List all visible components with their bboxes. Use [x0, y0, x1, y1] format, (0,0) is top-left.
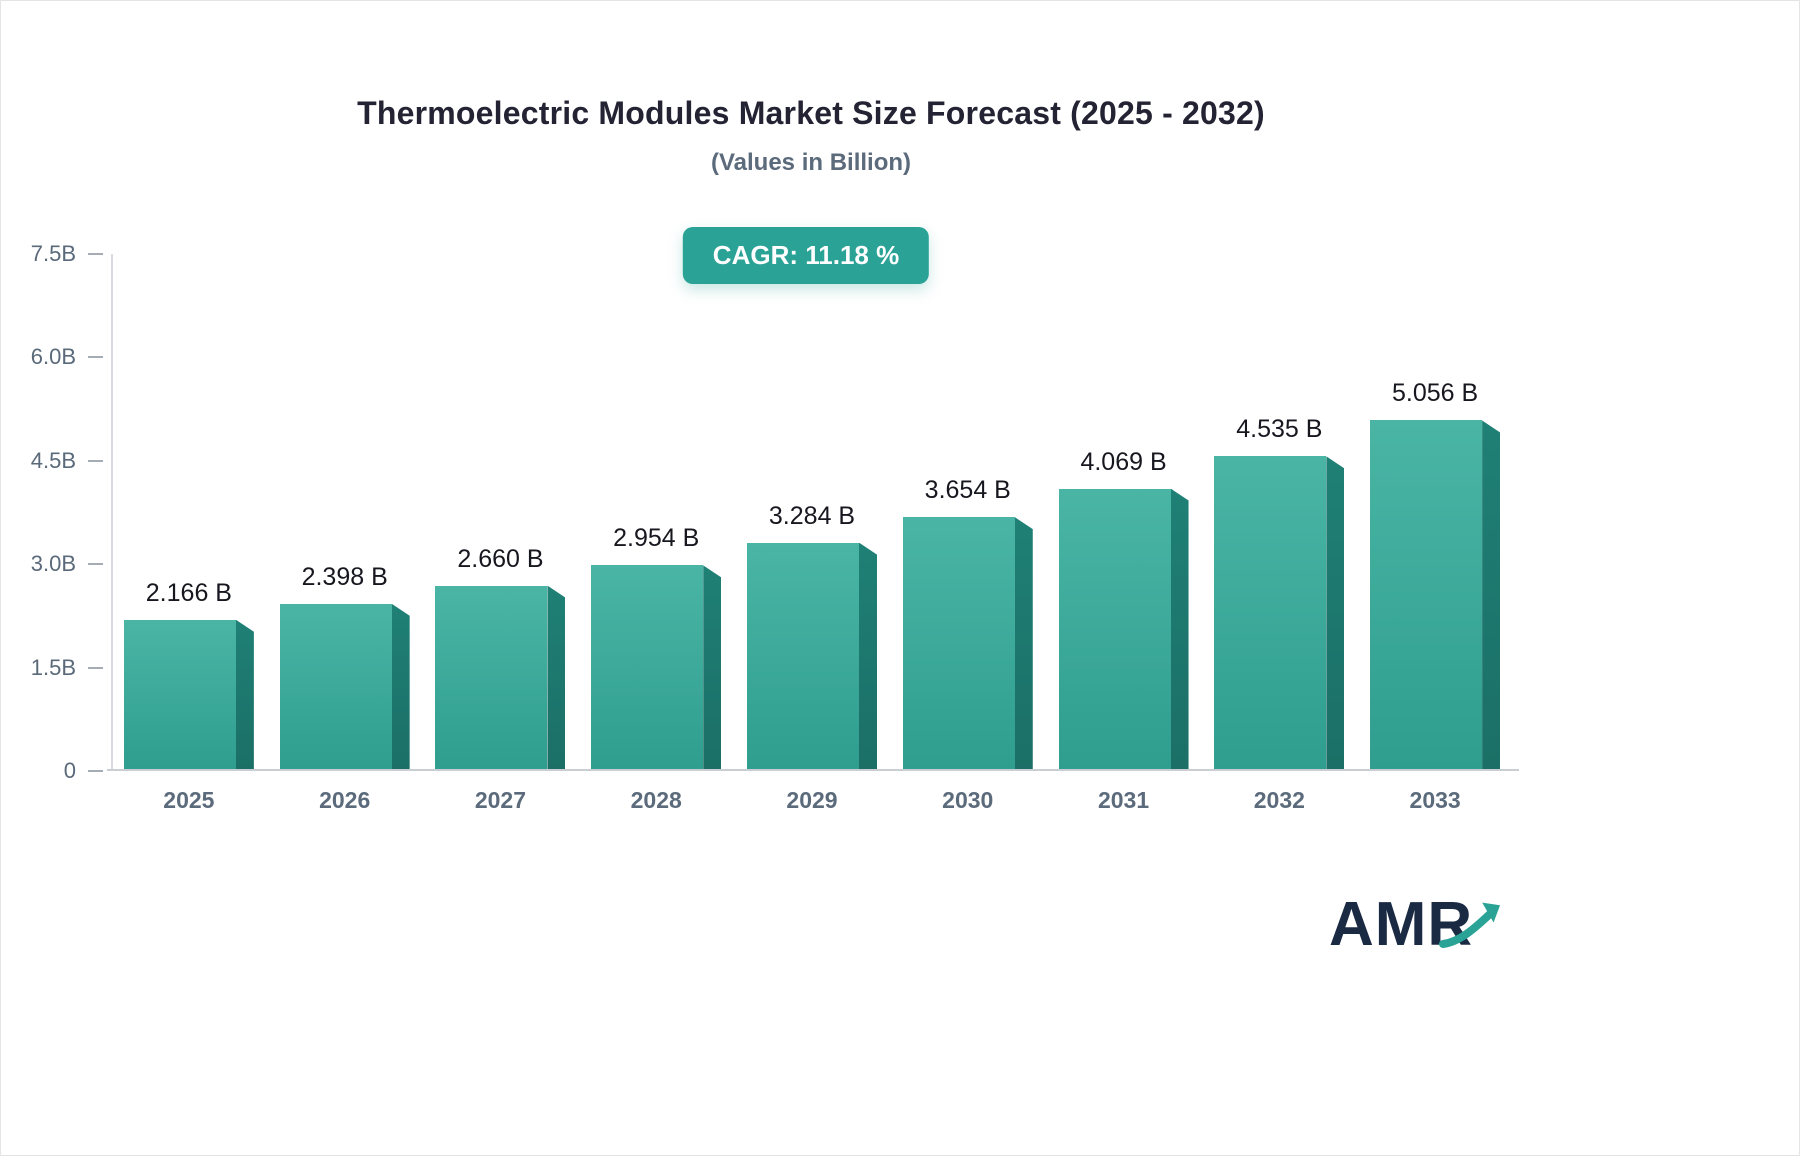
amr-logo: AMR [1329, 894, 1503, 956]
bar-side-shade [235, 619, 254, 769]
bar-face [1214, 456, 1327, 769]
bar-side-shade [1014, 517, 1033, 769]
bar-side-shade [391, 603, 410, 769]
bar-face [123, 619, 236, 769]
bar-value-label: 2.954 B [613, 524, 700, 553]
y-tick-mark [88, 770, 103, 772]
y-tick-mark [88, 666, 103, 669]
y-tick: 0 [64, 758, 103, 784]
y-tick-label: 6.0B [30, 344, 76, 370]
x-axis-label: 2030 [942, 787, 994, 813]
bar[interactable]: 2.660 B [435, 545, 566, 769]
bar[interactable]: 3.284 B [747, 502, 877, 769]
bar-value-label: 2.166 B [145, 578, 232, 607]
bar-value-label: 3.284 B [768, 501, 856, 530]
bar-value-label: 4.535 B [1236, 415, 1323, 444]
bar-side-shade [1326, 456, 1345, 769]
x-axis-label: 2032 [1253, 787, 1305, 813]
bar-value-label: 4.069 B [1080, 447, 1167, 476]
y-tick: 7.5B [31, 241, 103, 267]
bar-side-shade [1170, 488, 1189, 769]
y-tick-label: 3.0B [30, 551, 76, 577]
bar-value-label: 5.056 B [1392, 379, 1479, 408]
y-tick: 6.0B [31, 344, 103, 370]
bar[interactable]: 5.056 B [1370, 379, 1501, 769]
x-axis-line [107, 769, 1519, 771]
y-tick-mark [88, 563, 103, 566]
y-tick: 4.5B [31, 448, 103, 474]
bar-side-shade [859, 542, 877, 769]
y-tick-label: 1.5B [30, 654, 76, 680]
y-tick: 3.0B [31, 551, 103, 577]
x-axis-label: 2025 [163, 787, 215, 813]
y-tick-label: 4.5B [30, 447, 76, 473]
bar-face [1058, 488, 1171, 769]
chart-title: Thermoelectric Modules Market Size Forec… [357, 95, 1265, 131]
bar-face [747, 542, 859, 769]
y-tick-label: 0 [63, 758, 76, 783]
bar-face [1370, 420, 1483, 769]
x-axis-label: 2033 [1409, 787, 1461, 813]
bar[interactable]: 4.535 B [1214, 415, 1345, 769]
bar-face [279, 603, 392, 769]
bar-side-shade [547, 585, 566, 769]
bar[interactable]: 2.166 B [123, 579, 254, 769]
y-axis-line [111, 254, 113, 771]
chart-subtitle: (Values in Billion) [710, 149, 912, 176]
y-tick-mark [88, 356, 103, 359]
bar-value-label: 2.398 B [301, 562, 388, 591]
y-tick: 1.5B [31, 655, 103, 681]
x-axis-label: 2029 [786, 787, 838, 813]
y-tick-mark [88, 459, 103, 462]
x-axis-label: 2026 [319, 787, 371, 813]
bar[interactable]: 4.069 B [1058, 448, 1189, 769]
bar[interactable]: 3.654 B [902, 476, 1033, 769]
bar[interactable]: 2.398 B [279, 563, 410, 769]
bar-value-label: 2.660 B [457, 544, 544, 573]
y-tick-label: 7.5B [30, 241, 76, 266]
bar-face [902, 517, 1015, 769]
bar-face [591, 565, 704, 769]
x-axis-label: 2028 [630, 787, 682, 813]
x-axis-label: 2027 [474, 787, 527, 813]
x-axis-label: 2031 [1097, 787, 1150, 813]
logo-arrow-icon [1439, 902, 1501, 948]
bar-value-label: 3.654 B [924, 476, 1011, 505]
bar-face [435, 585, 548, 769]
plot-area: 7.5B 6.0B 4.5B 3.0B 1.5B 0 2.166 B 2025 2.398 B 2… [31, 241, 1519, 813]
y-tick-mark [88, 253, 103, 255]
cagr-badge: CAGR: 11.18 % [682, 227, 930, 284]
bar[interactable]: 2.954 B [591, 524, 722, 769]
bar-side-shade [1482, 420, 1501, 769]
bar-side-shade [703, 565, 722, 769]
